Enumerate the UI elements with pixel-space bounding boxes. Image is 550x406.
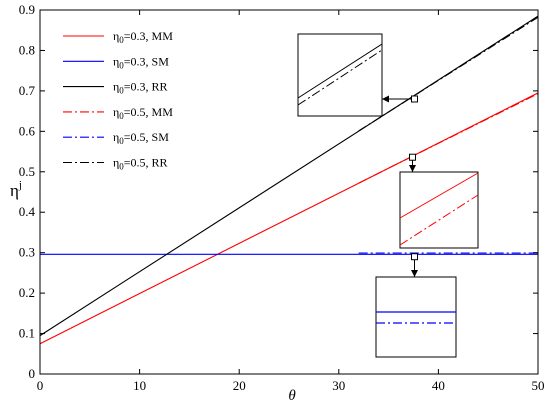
legend-label-2: η0=0.3, RR xyxy=(113,80,168,96)
zoom-marker-0 xyxy=(410,95,418,103)
y-tick-label-9: 0.9 xyxy=(19,2,35,17)
axis-ticks: 0 10 20 30 40 50 0 0.1 0.2 0.3 0.4 0.5 0.6 0.7 0.8 0.9 xyxy=(19,2,545,393)
legend-label-4: η0=0.5, SM xyxy=(113,130,169,146)
y-tick-label-4: 0.4 xyxy=(19,204,36,219)
x-tick-label-2: 20 xyxy=(233,378,246,393)
x-tick-label-4: 40 xyxy=(432,378,445,393)
legend-label-1: η0=0.3, SM xyxy=(113,54,169,70)
legend-label-0: η0=0.3, MM xyxy=(113,29,173,45)
zoom-arrowhead-1 xyxy=(409,165,417,172)
zoom-arrowhead-2 xyxy=(410,270,418,277)
insets xyxy=(297,33,479,358)
x-tick-label-3: 30 xyxy=(332,378,345,393)
inset-box-2 xyxy=(375,276,457,358)
y-axis-label-symbol: η xyxy=(10,181,19,200)
legend: η0=0.3, MM η0=0.3, SM η0=0.3, RR η0=0.5, MM… xyxy=(63,29,173,172)
inset-0-solid-line xyxy=(297,43,383,99)
y-tick-label-3: 0.3 xyxy=(19,245,35,260)
zoom-marker-2 xyxy=(410,253,418,261)
x-tick-label-1: 10 xyxy=(133,378,146,393)
x-axis-label: θ xyxy=(288,388,296,404)
legend-label-3: η0=0.5, MM xyxy=(113,105,173,121)
series-line-3 xyxy=(358,93,539,184)
zoom-arrowhead-0 xyxy=(382,95,389,103)
y-tick-label-8: 0.8 xyxy=(19,42,35,57)
inset-box-0 xyxy=(297,33,383,117)
inset-1-solid-line xyxy=(399,172,479,219)
inset-box-1 xyxy=(399,171,479,249)
x-tick-label-5: 50 xyxy=(532,378,545,393)
y-tick-label-6: 0.6 xyxy=(19,123,36,138)
plot-lines xyxy=(39,15,539,345)
series-line-5 xyxy=(358,16,539,132)
zoom-marker-1 xyxy=(409,153,417,161)
y-tick-label-0: 0 xyxy=(29,366,36,381)
y-tick-label-1: 0.1 xyxy=(19,326,35,341)
y-tick-label-5: 0.5 xyxy=(19,164,35,179)
y-axis-label: ηj xyxy=(10,179,22,200)
plot-frame xyxy=(39,9,539,375)
y-tick-label-7: 0.7 xyxy=(19,83,36,98)
y-tick-label-2: 0.2 xyxy=(19,285,35,300)
y-axis-label-superscript: j xyxy=(18,179,22,191)
x-tick-label-0: 0 xyxy=(37,378,44,393)
inset-1-dashdot-line xyxy=(399,194,479,246)
legend-label-5: η0=0.5, RR xyxy=(113,156,168,172)
